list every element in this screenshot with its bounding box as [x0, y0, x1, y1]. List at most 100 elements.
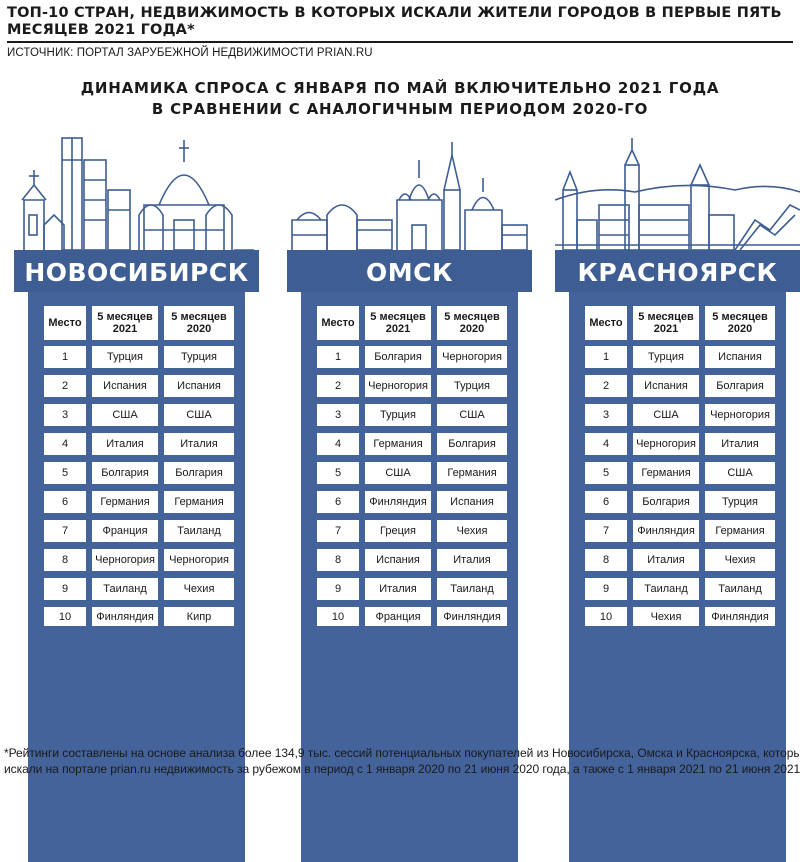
table-row: 4 Черногория Италия: [585, 433, 777, 462]
column-header-rank: Место: [585, 306, 627, 340]
country-2020-cell: США: [164, 404, 234, 426]
country-2021-cell: Финляндия: [633, 520, 699, 542]
rank-cell: 3: [585, 404, 627, 426]
column-header-2021: 5 месяцев 2021: [92, 306, 158, 340]
rank-cell: 10: [44, 607, 86, 626]
column-header-2021-line2: 2021: [112, 323, 138, 335]
country-2020-cell: Италия: [437, 549, 507, 571]
rank-cell: 1: [44, 346, 86, 368]
country-2021-cell: Германия: [633, 462, 699, 484]
table-row: 9 Италия Таиланд: [317, 578, 509, 607]
column-header-2020: 5 месяцев 2020: [164, 306, 234, 340]
country-2021-cell: Финляндия: [92, 607, 158, 626]
page-title: ТОП-10 СТРАН, НЕДВИЖИМОСТЬ В КОТОРЫХ ИСК…: [7, 5, 797, 39]
rank-cell: 4: [317, 433, 359, 455]
rank-cell: 2: [317, 375, 359, 397]
country-2021-cell: Черногория: [633, 433, 699, 455]
column-header-2020-line1: 5 месяцев: [444, 311, 500, 323]
country-2020-cell: США: [437, 404, 507, 426]
column-header-2020: 5 месяцев 2020: [437, 306, 507, 340]
column-header-rank: Место: [44, 306, 86, 340]
rank-cell: 8: [44, 549, 86, 571]
table-row: 2 Испания Болгария: [585, 375, 777, 404]
table-row: 2 Черногория Турция: [317, 375, 509, 404]
rank-cell: 2: [44, 375, 86, 397]
rank-cell: 10: [585, 607, 627, 626]
column-header-2021-line1: 5 месяцев: [97, 311, 153, 323]
country-2020-cell: Болгария: [437, 433, 507, 455]
country-2020-cell: Испания: [437, 491, 507, 513]
rank-cell: 3: [44, 404, 86, 426]
footnote-line2: искали на портале prian.ru недвижимость …: [4, 762, 800, 776]
column-header-2020-line2: 2020: [186, 323, 212, 335]
column-header-2021: 5 месяцев 2021: [633, 306, 699, 340]
table-row: 7 Финляндия Германия: [585, 520, 777, 549]
rank-cell: 7: [44, 520, 86, 542]
country-2021-cell: Финляндия: [365, 491, 431, 513]
country-2021-cell: США: [92, 404, 158, 426]
country-2020-cell: Испания: [705, 346, 775, 368]
table-row: 2 Испания Испания: [44, 375, 236, 404]
country-2020-cell: Черногория: [705, 404, 775, 426]
country-2020-cell: Чехия: [705, 549, 775, 571]
country-2021-cell: Черногория: [365, 375, 431, 397]
table-row: 5 Германия США: [585, 462, 777, 491]
footnote-line1: *Рейтинги составлены на основе анализа б…: [4, 746, 800, 760]
country-2020-cell: Финляндия: [437, 607, 507, 626]
table-row: 1 Турция Турция: [44, 346, 236, 375]
country-2020-cell: Черногория: [437, 346, 507, 368]
table-header-row: Место 5 месяцев 2021 5 месяцев 2020: [585, 306, 777, 346]
column-header-2021-line1: 5 месяцев: [370, 311, 426, 323]
rank-cell: 8: [317, 549, 359, 571]
ranking-panel: Место 5 месяцев 2021 5 месяцев 2020 1 Турция Ис…: [569, 292, 786, 862]
country-2020-cell: Черногория: [164, 549, 234, 571]
rank-cell: 4: [585, 433, 627, 455]
table-row: 6 Болгария Турция: [585, 491, 777, 520]
table-row: 6 Германия Германия: [44, 491, 236, 520]
table-header-row: Место 5 месяцев 2021 5 месяцев 2020: [44, 306, 236, 346]
column-header-2021-line2: 2021: [653, 323, 679, 335]
country-2020-cell: Чехия: [164, 578, 234, 600]
country-2021-cell: Болгария: [92, 462, 158, 484]
country-2021-cell: Германия: [92, 491, 158, 513]
table-row: 3 США США: [44, 404, 236, 433]
country-2021-cell: Турция: [633, 346, 699, 368]
krasnoyarsk-skyline-illustration: [555, 138, 800, 252]
rank-cell: 6: [585, 491, 627, 513]
country-2020-cell: Болгария: [705, 375, 775, 397]
rank-cell: 5: [317, 462, 359, 484]
country-2021-cell: Греция: [365, 520, 431, 542]
rank-cell: 3: [317, 404, 359, 426]
country-2021-cell: США: [633, 404, 699, 426]
country-2021-cell: Италия: [365, 578, 431, 600]
country-2021-cell: Испания: [633, 375, 699, 397]
country-2021-cell: Италия: [92, 433, 158, 455]
country-2021-cell: Таиланд: [633, 578, 699, 600]
rank-cell: 9: [585, 578, 627, 600]
table-row: 1 Болгария Черногория: [317, 346, 509, 375]
rank-cell: 9: [317, 578, 359, 600]
subtitle-line2: В СРАВНЕНИИ С АНАЛОГИЧНЫМ ПЕРИОДОМ 2020-…: [151, 100, 649, 118]
column-header-rank: Место: [317, 306, 359, 340]
table-row: 9 Таиланд Таиланд: [585, 578, 777, 607]
column-header-2021-line2: 2021: [385, 323, 411, 335]
column-header-2020-line1: 5 месяцев: [171, 311, 227, 323]
table-row: 8 Черногория Черногория: [44, 549, 236, 578]
country-2020-cell: Кипр: [164, 607, 234, 626]
country-2020-cell: Турция: [164, 346, 234, 368]
table-row: 4 Германия Болгария: [317, 433, 509, 462]
country-2021-cell: Испания: [365, 549, 431, 571]
novosibirsk-skyline-illustration: [14, 137, 259, 252]
country-2020-cell: Германия: [705, 520, 775, 542]
country-2020-cell: Италия: [705, 433, 775, 455]
country-2021-cell: Франция: [92, 520, 158, 542]
column-header-2021: 5 месяцев 2021: [365, 306, 431, 340]
table-row: 7 Греция Чехия: [317, 520, 509, 549]
country-2020-cell: Болгария: [164, 462, 234, 484]
country-2020-cell: Испания: [164, 375, 234, 397]
country-2021-cell: Германия: [365, 433, 431, 455]
table-row: 5 Болгария Болгария: [44, 462, 236, 491]
header: ТОП-10 СТРАН, НЕДВИЖИМОСТЬ В КОТОРЫХ ИСК…: [7, 5, 797, 59]
header-divider: [7, 41, 793, 43]
footnote: *Рейтинги составлены на основе анализа б…: [4, 745, 800, 777]
